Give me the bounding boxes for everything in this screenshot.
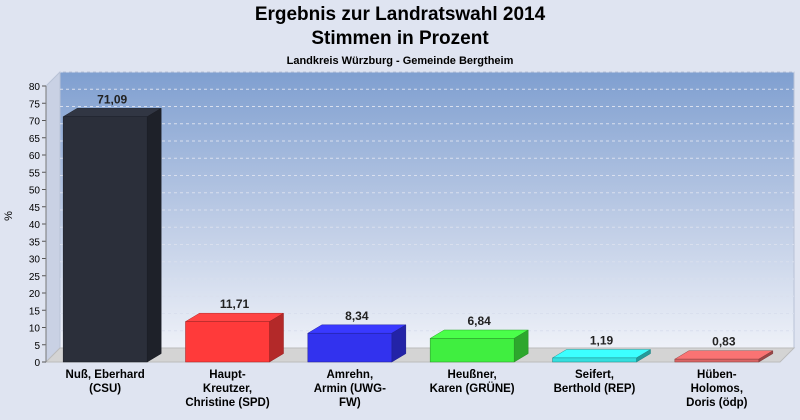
- x-tick-label: Heußner, Karen (GRÜNE): [417, 368, 527, 396]
- x-tick-label-line: Armin (UWG-: [313, 383, 386, 395]
- chart-subtitle: Landkreis Würzburg - Gemeinde Bergtheim: [286, 55, 514, 67]
- x-tick-label: Haupt- Kreutzer, Christine (SPD): [173, 368, 283, 410]
- y-tick-label: 70: [29, 117, 41, 128]
- y-tick-label: 75: [29, 99, 41, 110]
- x-tick-label-line: Karen (GRÜNE): [429, 383, 515, 395]
- y-tick-label: 65: [29, 134, 41, 145]
- bar: [429, 338, 515, 363]
- data-label: 1,19: [590, 333, 614, 347]
- x-tick-label-line: Nuß, Eberhard: [65, 369, 145, 381]
- x-tick-label: Seifert, Berthold (REP): [540, 368, 650, 396]
- x-tick-label-line: Hüben-: [697, 369, 737, 381]
- y-tick-label: 20: [29, 289, 41, 300]
- y-tick-label: 40: [29, 220, 41, 231]
- data-label: 8,34: [345, 309, 369, 323]
- bar-top-face: [673, 350, 774, 360]
- y-tick-label: 5: [34, 341, 40, 352]
- bar: [552, 357, 637, 363]
- y-tick-label: 80: [29, 82, 41, 93]
- x-tick-label: Amrehn, Armin (UWG- FW): [295, 368, 405, 410]
- chart-title-line-2: Stimmen in Prozent: [311, 28, 489, 49]
- y-tick-label: 30: [29, 255, 41, 266]
- y-tick-label: 45: [29, 203, 41, 214]
- y-tick-label: 10: [29, 324, 41, 335]
- x-tick-label-line: Haupt-: [209, 369, 246, 381]
- bar-top-face: [62, 108, 163, 117]
- y-tick-label: 50: [29, 186, 41, 197]
- x-tick-label-line: Berthold (REP): [553, 383, 636, 395]
- data-label: 71,09: [97, 92, 127, 106]
- x-tick-label-line: Christine (SPD): [185, 397, 270, 409]
- bar-top-face: [184, 312, 285, 322]
- data-label: 11,71: [220, 297, 250, 311]
- y-tick-label: 0: [34, 358, 40, 369]
- y-tick-label: 60: [29, 151, 41, 162]
- chart-title: Ergebnis zur Landratswahl 2014: [254, 4, 546, 25]
- data-label: 6,84: [467, 314, 491, 328]
- bar: [185, 321, 270, 363]
- bar-top-face: [306, 324, 407, 334]
- x-tick-label-line: (CSU): [89, 383, 122, 395]
- bar-side-face: [146, 107, 162, 363]
- x-tick-label-line: Holomos,: [690, 383, 744, 395]
- x-tick-label-line: Kreutzer,: [202, 383, 253, 395]
- x-tick-label-line: Seifert,: [575, 369, 614, 381]
- y-tick-label: 35: [29, 237, 41, 248]
- bar: [307, 332, 393, 363]
- y-tick-label: 55: [29, 168, 41, 179]
- x-tick-label: Hüben- Holomos, Doris (ödp): [662, 368, 772, 410]
- bar-side-face: [269, 312, 284, 363]
- data-label: 0,83: [712, 335, 736, 349]
- x-tick-label-line: Heußner,: [447, 369, 497, 381]
- x-tick-label-line: FW): [338, 397, 361, 409]
- plot-side-wall: [45, 70, 61, 364]
- bar-top-face: [551, 349, 652, 359]
- x-tick-label: Nuß, Eberhard (CSU): [50, 368, 160, 396]
- bar: [62, 116, 148, 363]
- y-tick-label: 25: [29, 272, 41, 283]
- bar-top-face: [429, 329, 530, 339]
- x-tick-label-line: Amrehn,: [326, 369, 374, 381]
- y-tick-label: 15: [29, 306, 41, 317]
- x-tick-label-line: Doris (ödp): [686, 397, 748, 409]
- bar: [674, 358, 760, 363]
